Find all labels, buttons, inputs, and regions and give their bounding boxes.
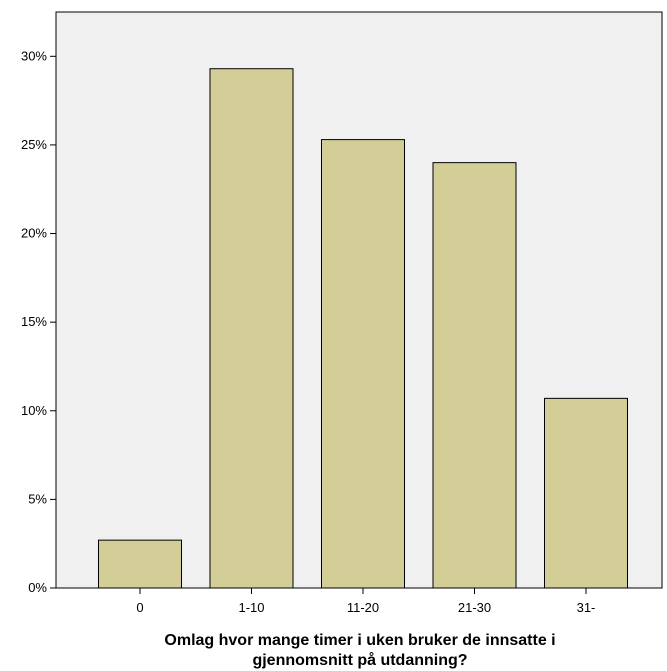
y-tick-label: 0% [28, 580, 47, 595]
bar-0 [98, 539, 182, 589]
y-tick-label: 5% [28, 491, 47, 506]
x-tick-label: 1-10 [238, 600, 264, 615]
y-tick-label: 30% [21, 48, 47, 63]
x-axis: 0 1-10 11-20 21-30 31- [136, 588, 595, 615]
x-tick-label: 0 [136, 600, 143, 615]
bar-4 [544, 397, 628, 589]
bar-2 [321, 139, 405, 589]
bar-3 [432, 162, 517, 589]
x-tick-label: 11-20 [347, 600, 379, 615]
y-tick-label: 20% [21, 226, 47, 241]
bars-group [98, 68, 628, 589]
y-tick-label: 15% [21, 314, 47, 329]
x-tick-label: 21-30 [458, 600, 491, 615]
x-tick-label: 31- [577, 600, 596, 615]
y-tick-label: 25% [21, 137, 47, 152]
y-tick-label: 10% [21, 403, 47, 418]
x-axis-title-line-2: gjennomsnitt på utdanning? [252, 651, 467, 669]
bar-1 [209, 68, 294, 589]
y-axis: 0% 5% 10% 15% 20% 25% 30% [21, 48, 56, 595]
x-axis-title-line-1: Omlag hvor mange timer i uken bruker de … [164, 632, 555, 649]
